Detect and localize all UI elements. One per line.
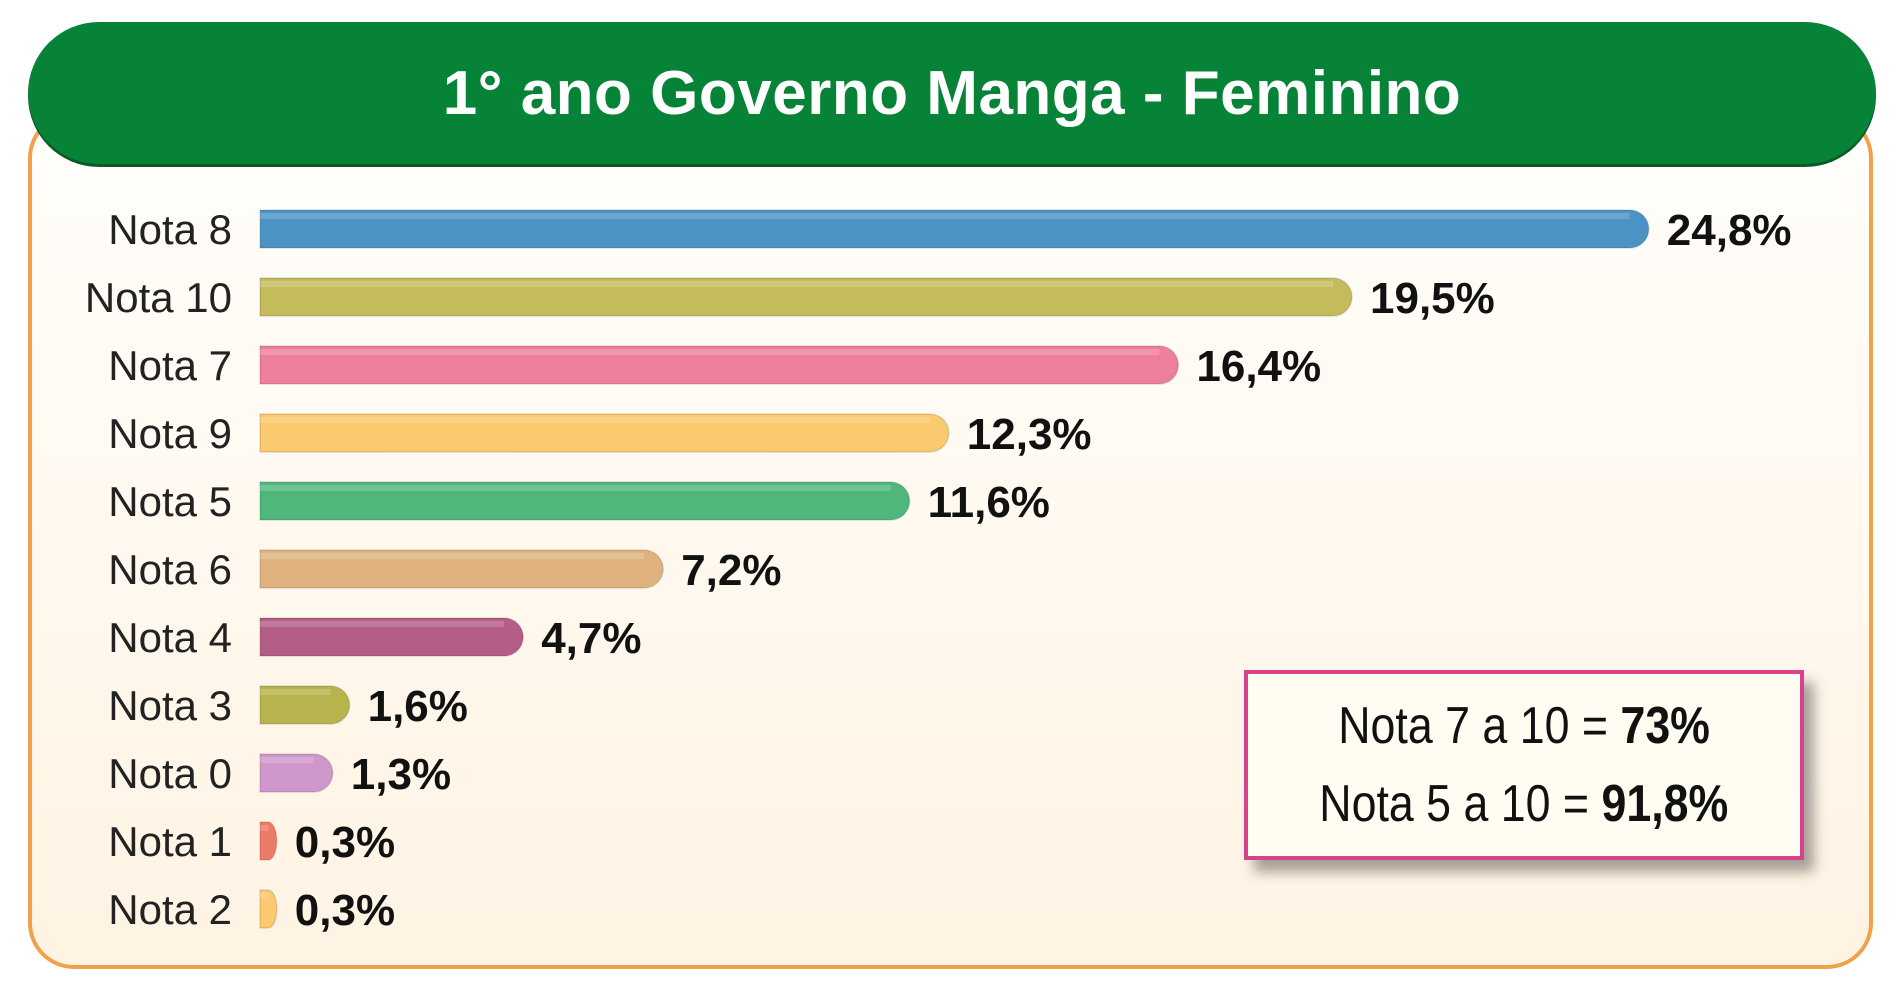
category-label-nota-1: Nota 1 (108, 818, 232, 865)
bar-nota-10 (259, 277, 1353, 317)
bar-nota-5 (259, 481, 911, 521)
bar-highlight-nota-5 (260, 485, 891, 491)
bar-highlight-nota-3 (260, 689, 331, 695)
value-label-nota-8: 24,8% (1667, 206, 1792, 255)
chart-title: 1° ano Governo Manga - Feminino (442, 58, 1462, 128)
bar-highlight-nota-9 (260, 417, 930, 423)
bar-highlight-nota-6 (260, 553, 645, 559)
category-label-nota-2: Nota 2 (108, 886, 232, 933)
category-label-nota-7: Nota 7 (108, 342, 232, 389)
bar-nota-9 (259, 413, 950, 453)
bar-nota-0 (259, 753, 334, 793)
value-label-nota-1: 0,3% (295, 818, 395, 867)
bar-nota-6 (259, 549, 664, 589)
category-label-nota-3: Nota 3 (108, 682, 232, 729)
value-label-nota-3: 1,6% (368, 682, 468, 731)
summary-line-5-10-prefix: Nota 5 a 10 = (1319, 775, 1602, 833)
bar-nota-8 (259, 209, 1650, 249)
bar-nota-3 (259, 685, 351, 725)
category-label-nota-4: Nota 4 (108, 614, 232, 661)
value-label-nota-7: 16,4% (1196, 342, 1321, 391)
bar-nota-1 (259, 821, 278, 861)
bar-nota-7 (259, 345, 1180, 385)
bar-highlight-nota-4 (260, 621, 505, 627)
summary-line-5-10-value: 91,8% (1601, 775, 1729, 833)
title-banner: 1° ano Governo Manga - Feminino (28, 22, 1876, 164)
summary-line-7-10-prefix: Nota 7 a 10 = (1338, 697, 1621, 755)
value-label-nota-9: 12,3% (967, 410, 1092, 459)
bar-nota-2 (259, 889, 278, 929)
bar-highlight-nota-0 (260, 757, 314, 763)
bar-highlight-nota-1 (260, 825, 269, 831)
bars-layer: Nota 8 24,8% Nota 10 19,5% Nota 7 16,4% Nota 9… (85, 206, 1792, 935)
summary-line-7-10-value: 73% (1620, 697, 1710, 755)
value-label-nota-5: 11,6% (928, 478, 1050, 527)
category-label-nota-9: Nota 9 (108, 410, 232, 457)
value-label-nota-10: 19,5% (1370, 274, 1495, 323)
value-label-nota-2: 0,3% (295, 886, 395, 935)
category-label-nota-8: Nota 8 (108, 206, 232, 253)
value-label-nota-0: 1,3% (351, 750, 451, 799)
value-label-nota-4: 4,7% (541, 614, 641, 663)
summary-line-5-10: Nota 5 a 10 = 91,8% (1319, 765, 1728, 843)
bar-highlight-nota-10 (260, 281, 1333, 287)
bar-highlight-nota-7 (260, 349, 1160, 355)
value-label-nota-6: 7,2% (681, 546, 781, 595)
summary-line-7-10: Nota 7 a 10 = 73% (1338, 687, 1710, 765)
category-label-nota-10: Nota 10 (85, 274, 232, 321)
bar-highlight-nota-8 (260, 213, 1630, 219)
category-label-nota-5: Nota 5 (108, 478, 232, 525)
category-label-nota-0: Nota 0 (108, 750, 232, 797)
bar-highlight-nota-2 (260, 893, 269, 899)
summary-box: Nota 7 a 10 = 73% Nota 5 a 10 = 91,8% (1244, 670, 1804, 860)
category-label-nota-6: Nota 6 (108, 546, 232, 593)
bar-nota-4 (259, 617, 524, 657)
